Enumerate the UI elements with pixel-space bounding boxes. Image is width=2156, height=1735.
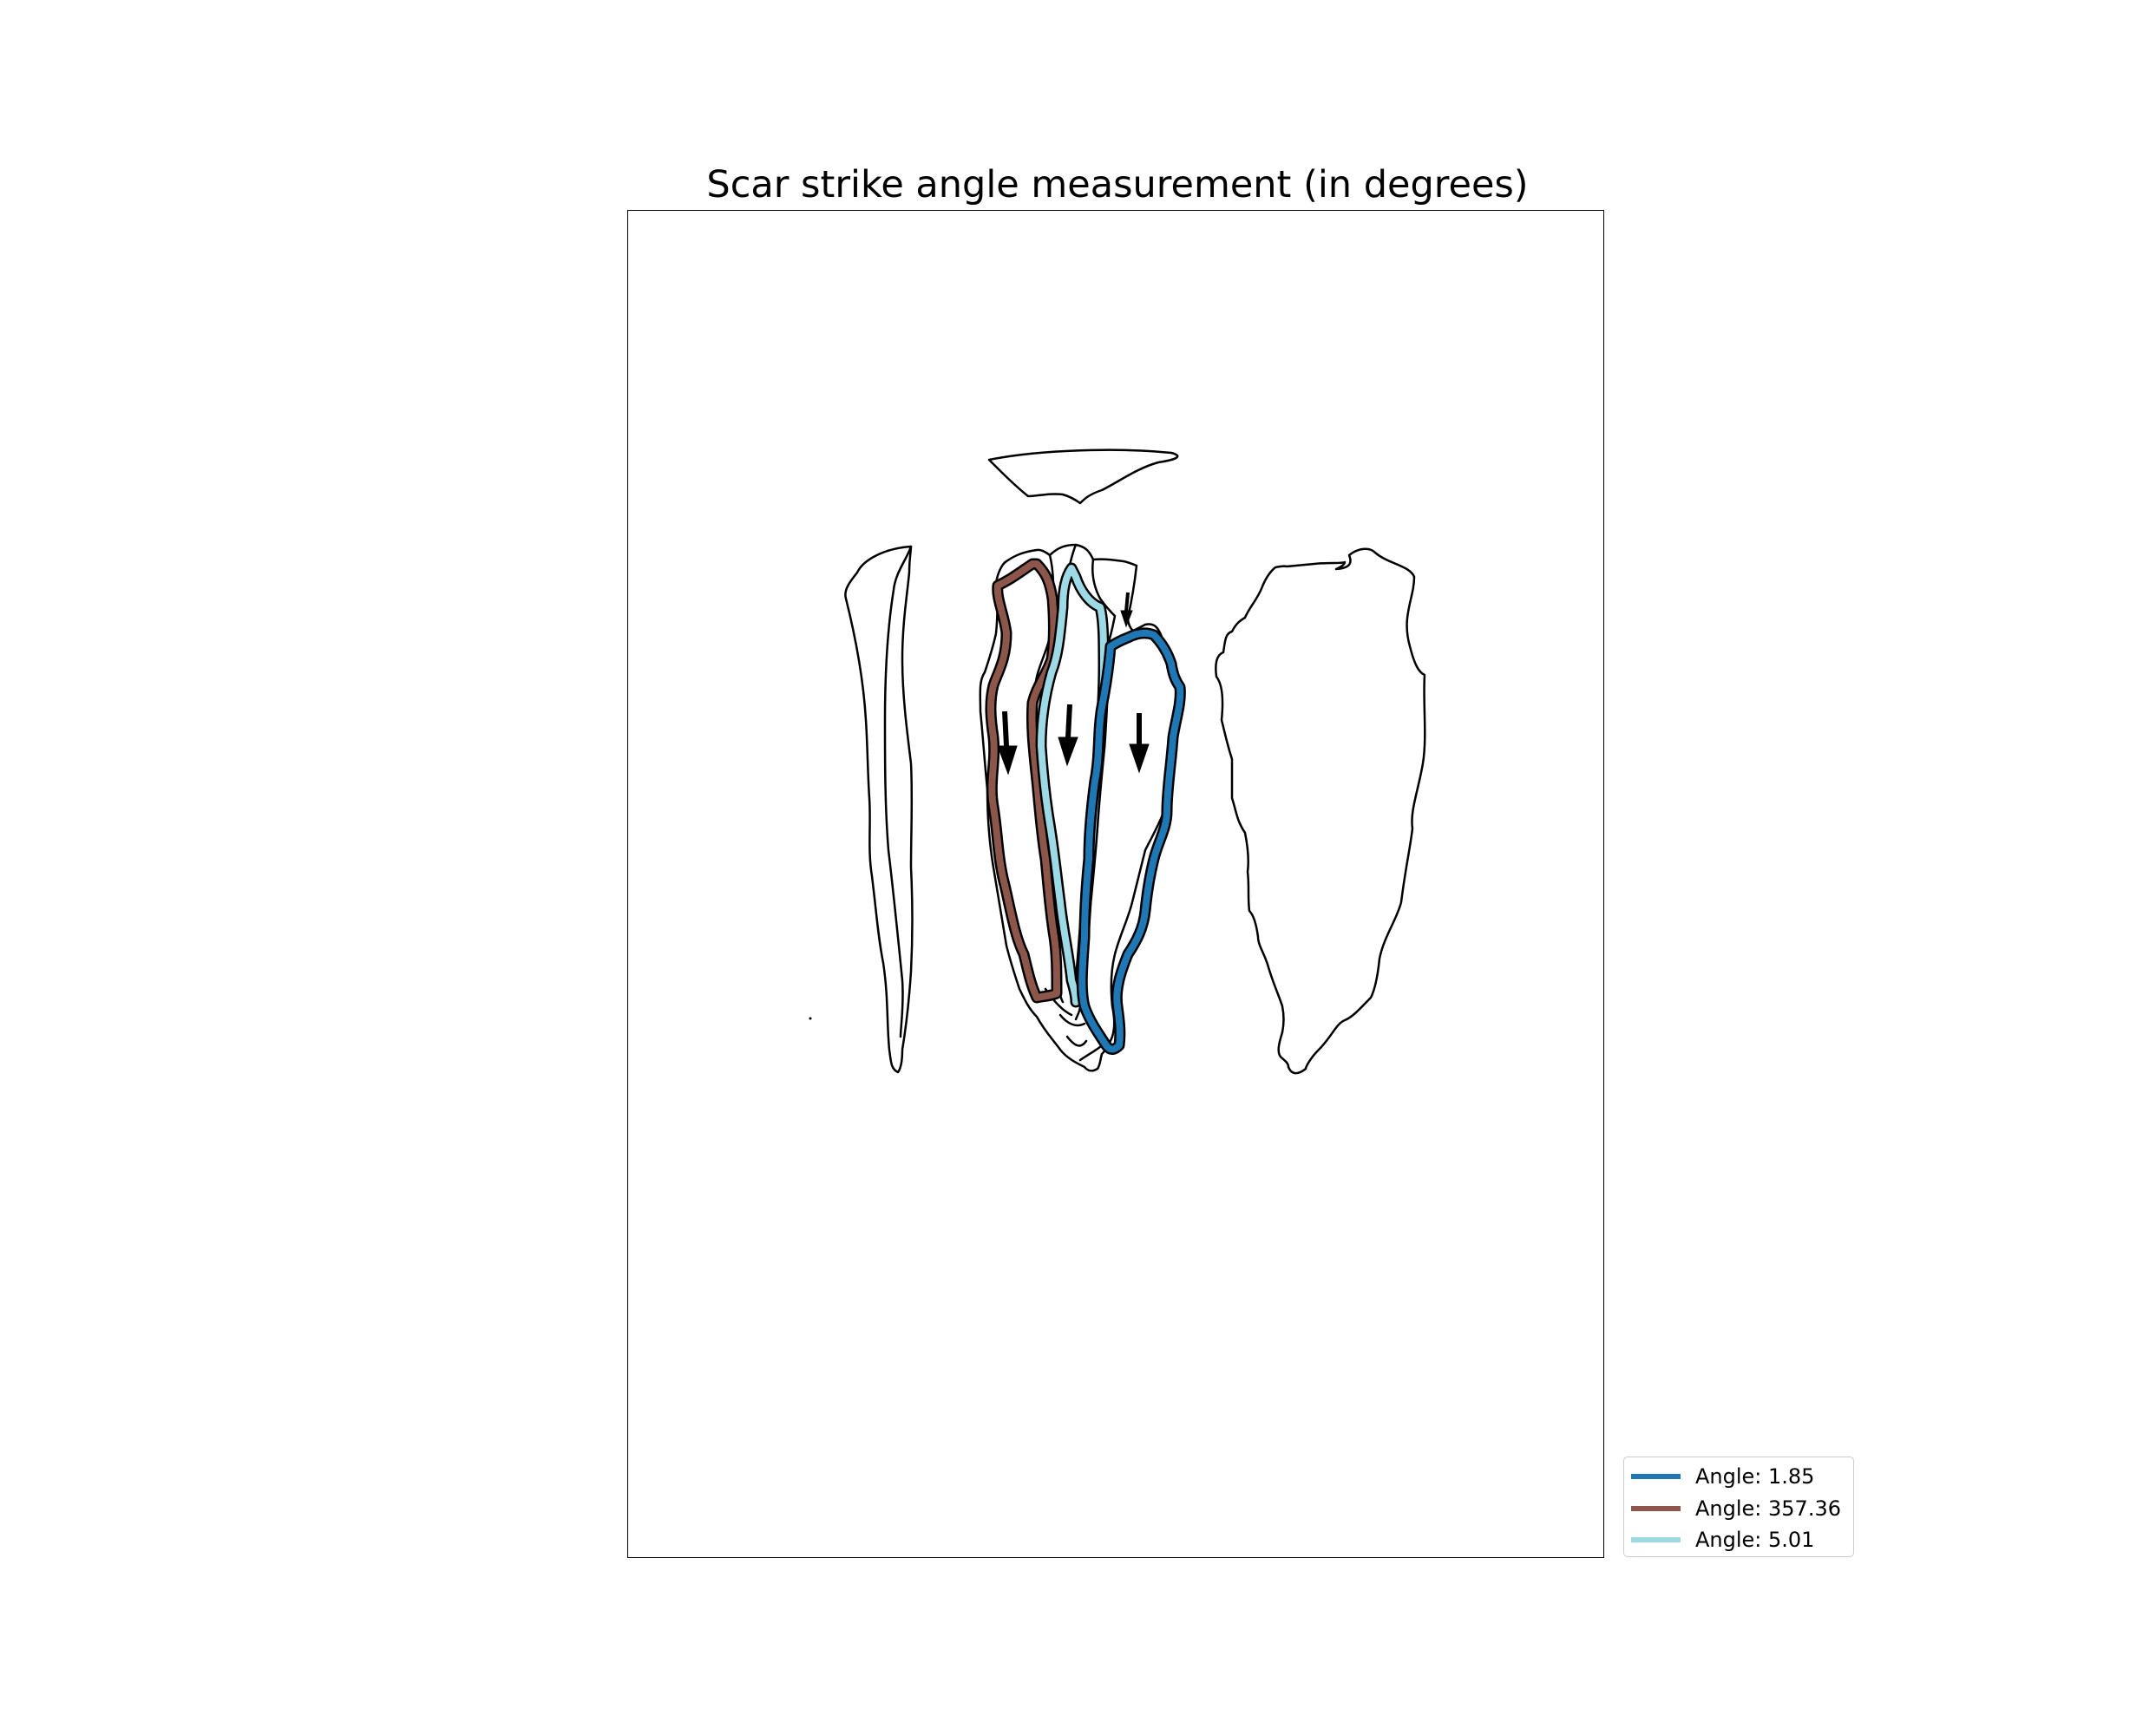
strike-arrows	[997, 592, 1150, 776]
legend: Angle: 1.85 Angle: 357.36 Angle: 5.01	[1623, 1457, 1854, 1557]
lateral-view	[844, 545, 914, 1074]
lateral-view-ridge	[883, 545, 913, 1038]
dorsal-arris-8	[1078, 1044, 1104, 1062]
legend-swatch	[1631, 1474, 1681, 1480]
scar-outline-brown-color	[987, 560, 1060, 1001]
plot-area	[627, 210, 1604, 1558]
legend-label: Angle: 357.36	[1695, 1496, 1841, 1521]
arrow-brown-scar	[997, 710, 1018, 776]
platform-view	[987, 448, 1179, 505]
legend-item: Angle: 1.85	[1631, 1461, 1853, 1493]
legend-label: Angle: 1.85	[1695, 1464, 1815, 1489]
arrow-lightblue-scar	[1058, 704, 1078, 767]
arrow-blue-scar	[1129, 713, 1150, 774]
legend-label: Angle: 5.01	[1695, 1528, 1815, 1553]
legend-item: Angle: 357.36	[1631, 1493, 1853, 1525]
stray-dot	[809, 1017, 812, 1020]
scar-outline-blue-color	[1078, 629, 1184, 1053]
dorsal-arris-6	[1058, 1013, 1086, 1027]
legend-item: Angle: 5.01	[1631, 1524, 1853, 1556]
legend-swatch	[1631, 1505, 1681, 1511]
legend-swatch	[1631, 1537, 1681, 1543]
figure-title: Scar strike angle measurement (in degree…	[706, 163, 1529, 206]
ventral-view	[1215, 547, 1426, 1075]
dorsal-arris-7	[1065, 1035, 1088, 1047]
dorsal-outline	[979, 543, 1182, 1072]
arrow-small-scar	[1120, 592, 1133, 628]
